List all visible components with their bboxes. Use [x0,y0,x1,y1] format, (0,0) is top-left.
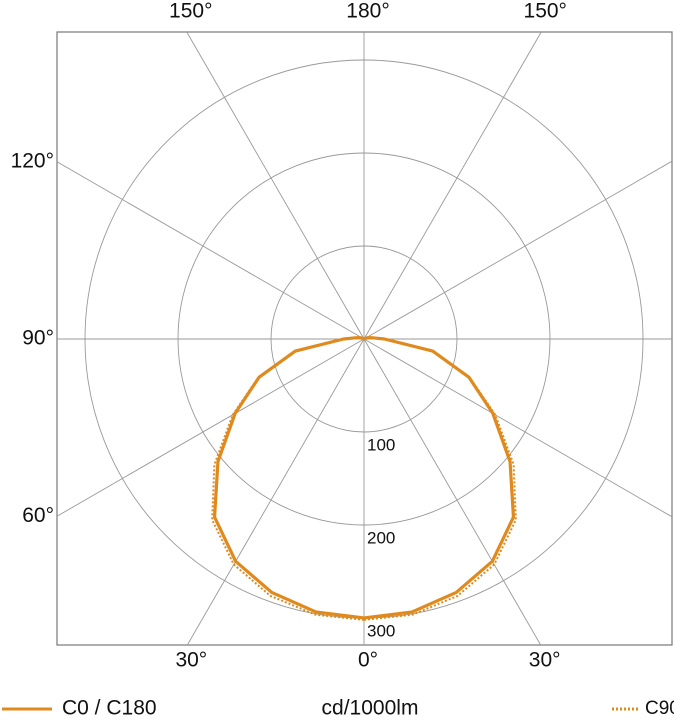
legend-label: C90 / C270 [645,698,674,719]
series-line [363,336,517,621]
legend-label: C0 / C180 [62,697,157,720]
angle-tick-label: 60° [22,504,54,527]
series-line [363,336,516,620]
angle-tick-label: 30° [529,649,561,672]
angle-tick-label: 150° [524,0,567,23]
series-line [211,336,365,621]
r-tick-label: 200 [367,528,395,547]
angle-tick-label: 90° [22,327,54,350]
unit-label: cd/1000lm [322,697,419,720]
series-line [212,336,365,620]
r-tick-label: 100 [367,435,395,454]
angle-tick-label: 150° [169,0,212,23]
r-tick-label: 300 [367,621,395,640]
angle-tick-label: 180° [346,0,389,23]
angle-tick-label: 0° [358,649,378,672]
angle-tick-label: 30° [175,649,207,672]
plot-frame [56,31,673,646]
angle-tick-label: 120° [11,149,54,172]
